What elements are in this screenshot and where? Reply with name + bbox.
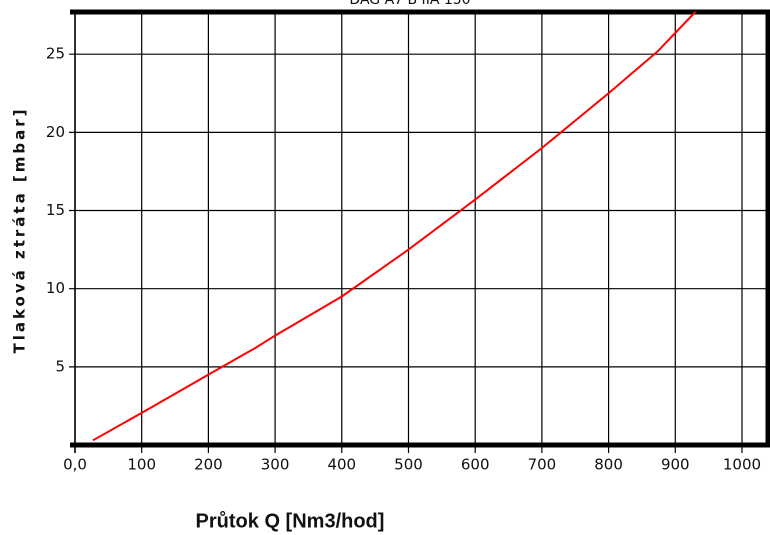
y-tick-label: 5 — [55, 357, 65, 375]
x-tick-label: 700 — [528, 456, 557, 474]
x-axis-label: Průtok Q [Nm3/hod] — [196, 510, 385, 532]
y-tick-label: 25 — [46, 45, 65, 63]
x-tick-label: 100 — [127, 456, 156, 474]
y-tick-label: 15 — [46, 201, 65, 219]
x-tick-label: 500 — [394, 456, 423, 474]
x-tick-label: 1000 — [723, 456, 761, 474]
y-tick-label: 10 — [46, 279, 65, 297]
y-axis-label: Tlaková ztráta [mbar] — [11, 106, 29, 353]
x-tick-label: 600 — [461, 456, 490, 474]
x-tick-label: 0,0 — [63, 456, 87, 474]
x-tick-label: 200 — [194, 456, 223, 474]
x-tick-label: 800 — [594, 456, 623, 474]
chart-title: DAG A7 B IIA 150 — [349, 0, 470, 8]
y-tick-label: 20 — [46, 123, 65, 141]
x-tick-label: 900 — [661, 456, 690, 474]
data-line — [92, 11, 697, 442]
x-tick-label: 300 — [261, 456, 290, 474]
x-tick-label: 400 — [327, 456, 356, 474]
